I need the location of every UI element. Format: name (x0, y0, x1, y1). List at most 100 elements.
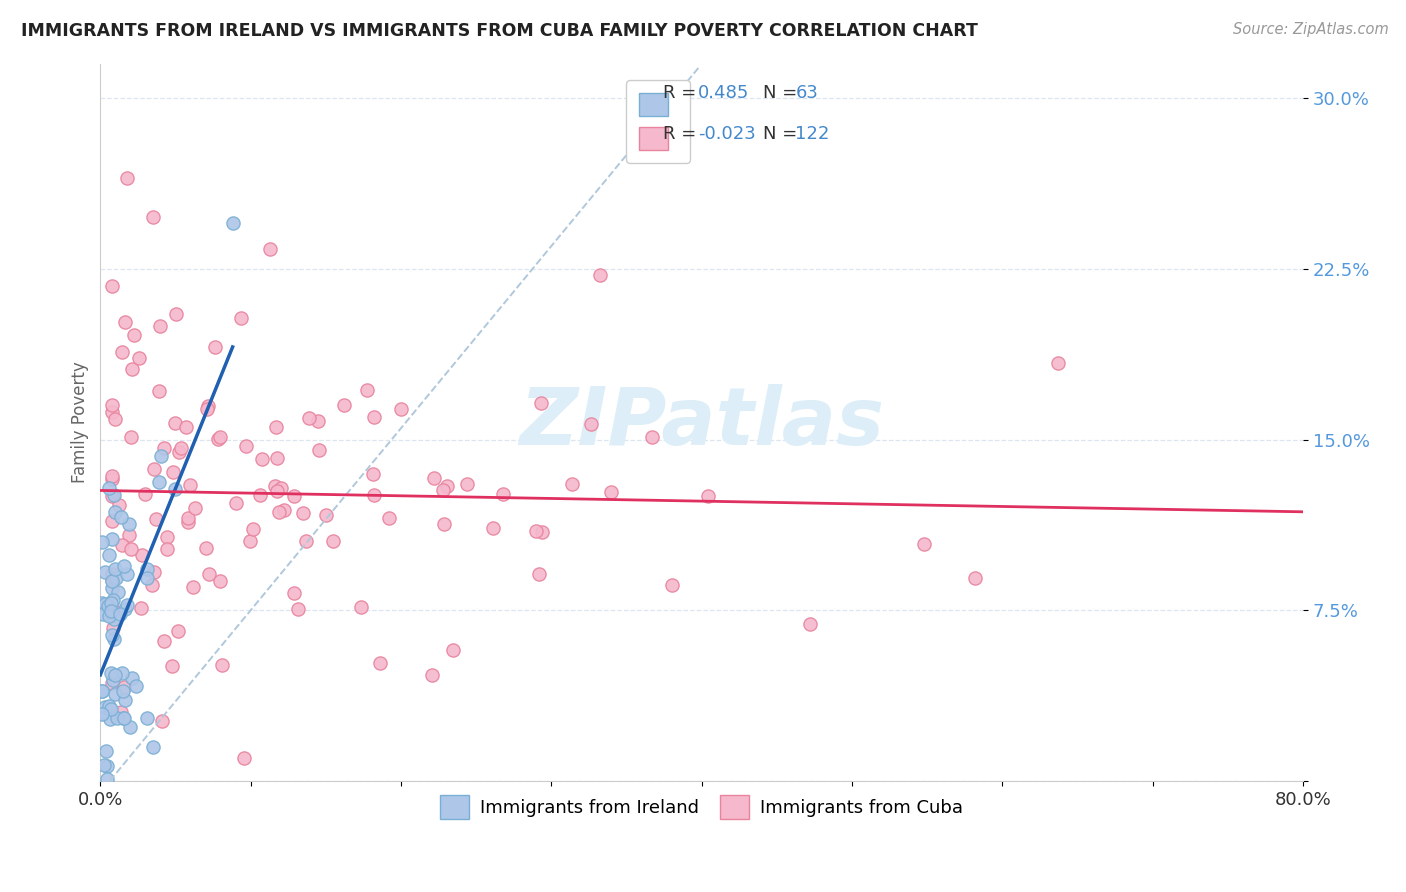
Point (97, 599, 120, 613)
Point (125, 679, 148, 693)
Point (111, 538, 134, 552)
Point (104, 505, 127, 519)
Point (150, 449, 173, 463)
Point (195, 541, 218, 556)
Point (108, 498, 131, 512)
Point (135, 571, 157, 585)
Point (283, 489, 305, 503)
Point (104, 687, 127, 701)
Point (433, 517, 456, 532)
Point (195, 402, 218, 417)
Point (101, 489, 124, 503)
Point (107, 585, 129, 599)
Point (315, 508, 337, 522)
Point (90, 595, 112, 609)
Point (94, 597, 117, 611)
Point (96, 772, 118, 786)
Point (599, 484, 621, 499)
Point (152, 442, 174, 456)
Point (152, 634, 174, 648)
Point (94, 566, 117, 580)
Point (108, 607, 131, 621)
Point (162, 466, 184, 480)
Point (965, 571, 987, 585)
Point (104, 412, 127, 426)
Point (98, 548, 121, 562)
Point (298, 411, 321, 425)
Point (110, 509, 132, 524)
Point (292, 506, 315, 520)
Point (530, 525, 553, 540)
Point (197, 399, 219, 413)
Point (420, 668, 443, 682)
Point (208, 430, 231, 444)
Point (270, 481, 292, 495)
Point (423, 471, 446, 485)
Point (101, 279, 124, 293)
Point (368, 656, 391, 670)
Text: 122: 122 (796, 126, 830, 144)
Point (91, 684, 114, 698)
Point (103, 488, 125, 502)
Point (103, 612, 125, 626)
Point (91, 607, 114, 621)
Point (115, 567, 138, 582)
Text: -0.023: -0.023 (697, 126, 755, 144)
Point (661, 578, 683, 592)
Point (177, 515, 200, 529)
Point (98, 481, 121, 495)
Point (229, 311, 252, 326)
Point (114, 711, 136, 725)
Text: 63: 63 (796, 84, 818, 102)
Point (179, 478, 201, 492)
Point (117, 528, 139, 542)
Point (143, 565, 166, 579)
Point (266, 450, 288, 465)
Point (155, 530, 177, 544)
Point (103, 632, 125, 646)
Point (93, 757, 115, 772)
Point (198, 566, 221, 581)
Point (579, 417, 602, 431)
Point (101, 398, 124, 412)
Point (174, 420, 197, 434)
Point (163, 482, 186, 496)
Point (111, 665, 134, 680)
Point (96, 758, 118, 772)
Point (96, 744, 118, 758)
Point (101, 472, 124, 486)
Point (249, 488, 271, 502)
Point (118, 720, 141, 734)
Point (242, 522, 264, 536)
Point (149, 318, 172, 333)
Point (90, 684, 112, 698)
Point (204, 340, 226, 354)
Point (912, 536, 935, 550)
Point (100, 532, 122, 546)
Point (100, 666, 122, 681)
Point (363, 488, 385, 502)
Point (105, 711, 128, 725)
Point (142, 739, 165, 754)
Point (356, 384, 378, 398)
Point (114, 693, 136, 707)
Point (101, 566, 124, 581)
Point (482, 521, 505, 535)
Point (112, 559, 135, 574)
Point (121, 671, 143, 685)
Text: IMMIGRANTS FROM IRELAND VS IMMIGRANTS FROM CUBA FAMILY POVERTY CORRELATION CHART: IMMIGRANTS FROM IRELAND VS IMMIGRANTS FR… (21, 22, 979, 40)
Point (101, 574, 124, 589)
Point (120, 541, 142, 556)
Point (117, 170, 139, 185)
Point (90, 535, 112, 549)
Point (101, 581, 124, 595)
Point (134, 486, 156, 500)
Point (110, 705, 132, 719)
Point (129, 601, 152, 615)
Point (287, 602, 309, 616)
Point (101, 628, 124, 642)
Point (101, 405, 124, 419)
Point (148, 384, 170, 398)
Point (117, 598, 139, 612)
Point (456, 477, 478, 491)
